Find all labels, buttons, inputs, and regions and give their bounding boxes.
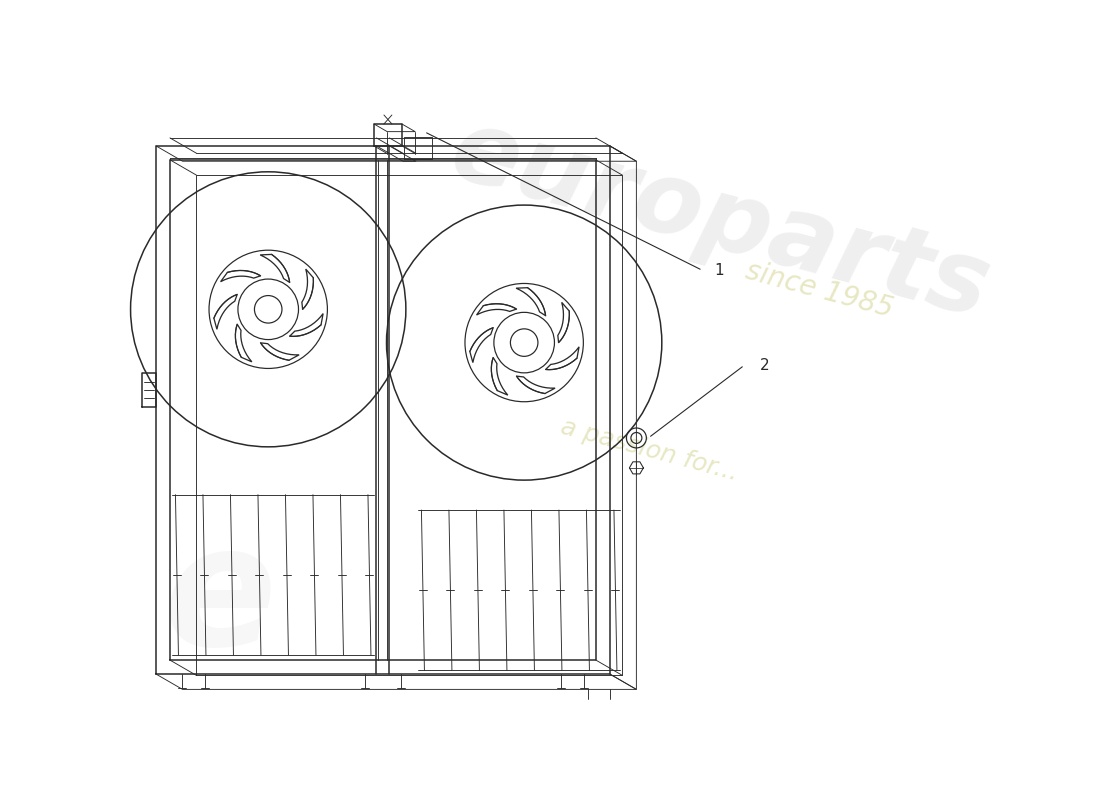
- Text: europarts: europarts: [440, 102, 999, 339]
- Text: 1: 1: [715, 263, 724, 278]
- Text: since 1985: since 1985: [742, 258, 896, 323]
- Text: 2: 2: [759, 358, 769, 373]
- Text: e: e: [164, 518, 277, 681]
- Text: a passion for...: a passion for...: [559, 414, 741, 485]
